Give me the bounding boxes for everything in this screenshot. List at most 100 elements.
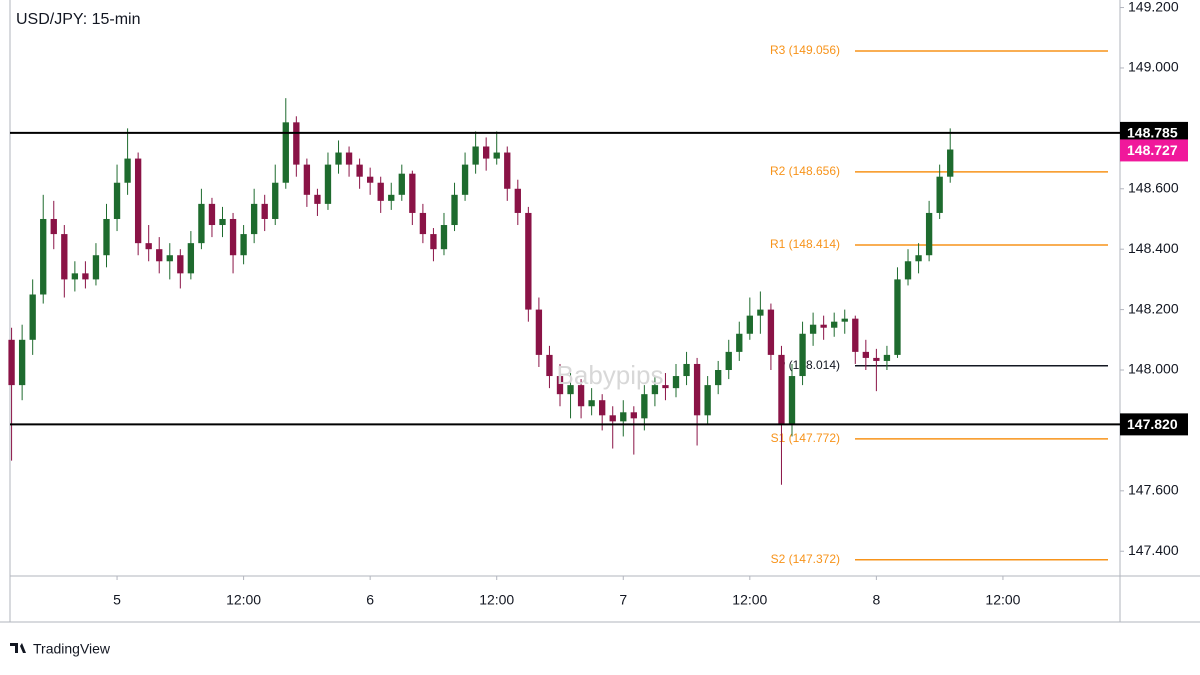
candle-body [82, 273, 89, 280]
y-tick-label: 149.000 [1128, 59, 1179, 75]
candle-body [398, 173, 405, 195]
candle-body [29, 294, 36, 340]
candle-body [831, 321, 838, 328]
candle-body [947, 149, 954, 177]
candle-body [124, 158, 131, 183]
candle-body [641, 394, 648, 419]
candle-body [377, 182, 384, 201]
candle-body [50, 218, 57, 235]
y-tick-label: 147.600 [1128, 482, 1179, 498]
y-tick-label: 148.000 [1128, 361, 1179, 377]
candle-body [240, 234, 247, 256]
candle-body [630, 412, 637, 419]
candle-body [873, 357, 880, 361]
candle-body [356, 164, 363, 177]
candle-body [198, 203, 205, 244]
level-label-box [1120, 121, 1188, 144]
candle-body [18, 339, 26, 386]
candle-body [250, 203, 258, 235]
candle-body [757, 309, 764, 316]
candle-body [925, 212, 933, 256]
candle-body [40, 218, 47, 295]
pivot-label: S2 (147.372) [771, 552, 840, 566]
candle-body [208, 203, 216, 226]
candle-body [187, 243, 195, 274]
candle-body [609, 415, 616, 422]
candle-body [92, 255, 100, 280]
pivot-label: R2 (148.656) [770, 164, 840, 178]
pivot-label: S1 (147.772) [771, 431, 840, 445]
candle-body [651, 385, 659, 395]
candle-body [736, 333, 743, 352]
candle-body [229, 218, 237, 256]
candle-body [588, 400, 595, 407]
candle-body [672, 376, 680, 389]
x-tick-label: 8 [872, 592, 880, 608]
y-tick-label: 148.400 [1128, 240, 1179, 256]
x-tick-label: 6 [366, 592, 374, 608]
candle-body [862, 351, 869, 358]
candle-body [820, 324, 827, 328]
last-price-label: 148.727 [1127, 142, 1178, 158]
candle-body [788, 376, 796, 425]
candle-body [219, 218, 226, 226]
candle-body [514, 188, 521, 213]
candle-body [936, 176, 943, 213]
candle-body [535, 309, 543, 355]
pivot-label: R3 (149.056) [770, 43, 840, 57]
plot: 147.400 147.600 148.000 148.200 148.400 148.6… [8, 0, 1179, 608]
candle-body [103, 218, 110, 256]
candle-body [483, 146, 490, 159]
candle-body [314, 194, 321, 204]
candle-body [156, 249, 163, 262]
x-tick-label: 5 [113, 592, 121, 608]
candle-body [683, 363, 690, 377]
candle-body [504, 152, 511, 189]
x-tick-label: 12:00 [479, 592, 514, 608]
candle-body [715, 370, 722, 386]
candle-body [335, 152, 342, 165]
candle-body [693, 363, 701, 416]
candle-body [746, 315, 753, 334]
candle-body [556, 376, 564, 395]
candle-body [852, 318, 859, 352]
candle-body [145, 243, 152, 250]
candle-body [841, 318, 848, 322]
candle-body [599, 400, 606, 416]
level-label: 148.785 [1127, 125, 1178, 141]
y-tick-label: 147.400 [1128, 542, 1179, 558]
candle-body [177, 255, 184, 274]
candle-body [567, 385, 574, 395]
x-tick-label: 12:00 [985, 592, 1020, 608]
last-price-box [1120, 139, 1188, 162]
candle-body [61, 234, 68, 280]
candle-body [883, 354, 891, 361]
candle-body [440, 225, 448, 250]
pivot-label: R1 (148.414) [770, 237, 840, 251]
candle-body [430, 234, 437, 250]
footer: TradingView [33, 641, 111, 657]
candle-body [799, 333, 806, 377]
candle-body [546, 354, 553, 377]
candle-body [261, 203, 268, 219]
candle-body [303, 164, 311, 195]
candle-body [778, 354, 785, 425]
y-tick-label: 149.200 [1128, 0, 1179, 14]
candle-body [704, 385, 711, 416]
y-tick-label: 148.200 [1128, 300, 1179, 316]
candle-body [809, 324, 817, 334]
candle-body [8, 339, 15, 386]
chart-title: USD/JPY: 15-min [16, 11, 140, 28]
candle-body [493, 152, 500, 159]
candle-body [345, 152, 353, 165]
candle-body [71, 273, 79, 280]
pivot-label: P (148.014) [778, 358, 841, 372]
candle-body [725, 351, 732, 371]
candle-body [767, 309, 775, 355]
level-label: 147.820 [1127, 416, 1178, 432]
candle-body [662, 385, 669, 389]
x-tick-label: 12:00 [226, 592, 261, 608]
y-tick-label: 148.600 [1128, 179, 1179, 195]
candle-body [620, 412, 627, 422]
